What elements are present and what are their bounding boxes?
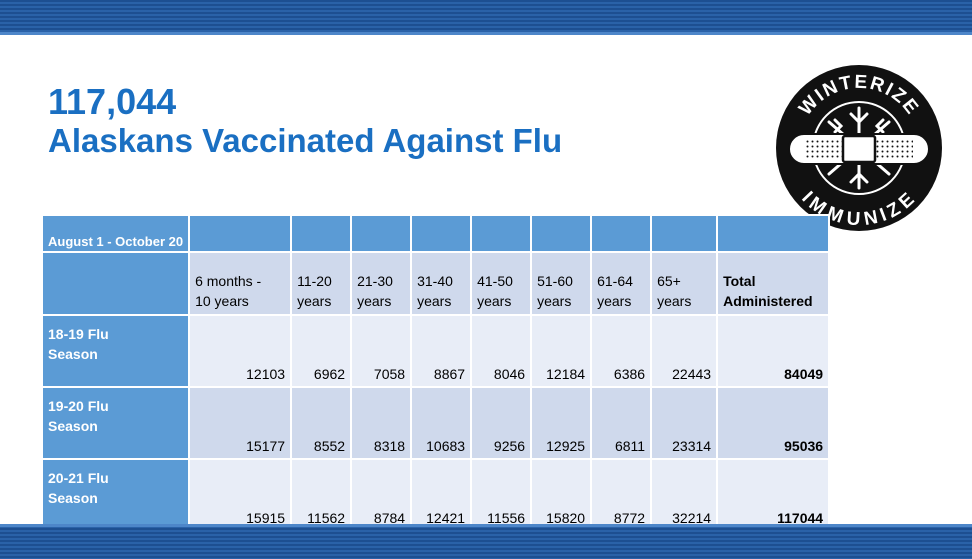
table-cell: 8867 <box>410 314 473 388</box>
table-cell: 22443 <box>650 314 719 388</box>
total-cell: 95036 <box>716 386 831 460</box>
table-row: 18-19 Flu Season 12103 6962 7058 8867 804… <box>40 314 831 388</box>
column-header: 61-64 years <box>590 251 653 316</box>
total-cell: 117044 <box>716 458 831 532</box>
column-header: 51-60 years <box>530 251 593 316</box>
table-cell: 8784 <box>350 458 413 532</box>
table-cell: 12184 <box>530 314 593 388</box>
column-header: 31-40 years <box>410 251 473 316</box>
table-cell: 11562 <box>290 458 353 532</box>
column-header: 65+ years <box>650 251 719 316</box>
title-subtitle: Alaskans Vaccinated Against Flu <box>48 122 563 159</box>
table-cell: 6811 <box>590 386 653 460</box>
table-cell: 15820 <box>530 458 593 532</box>
period-label: August 1 - October 20 <box>40 214 191 253</box>
table-cell: 8552 <box>290 386 353 460</box>
table-cell: 9256 <box>470 386 533 460</box>
table-cell: 32214 <box>650 458 719 532</box>
table-cell: 8318 <box>350 386 413 460</box>
table-cell: 15915 <box>188 458 293 532</box>
row-label: 20-21 Flu Season <box>40 458 191 532</box>
row-label: 19-20 Flu Season <box>40 386 191 460</box>
table-cell: 6962 <box>290 314 353 388</box>
page-title: 117,044 Alaskans Vaccinated Against Flu <box>48 82 562 160</box>
bandage-icon <box>788 133 930 165</box>
row-label: 18-19 Flu Season <box>40 314 191 388</box>
total-cell: 84049 <box>716 314 831 388</box>
table-cell: 7058 <box>350 314 413 388</box>
column-header: 41-50 years <box>470 251 533 316</box>
table-cell: 12103 <box>188 314 293 388</box>
table-cell: 12421 <box>410 458 473 532</box>
table-row: 20-21 Flu Season 15915 11562 8784 12421 1… <box>40 458 831 532</box>
column-header: 6 months -10 years <box>188 251 293 316</box>
table-cell: 23314 <box>650 386 719 460</box>
table-cell: 10683 <box>410 386 473 460</box>
vaccination-table: August 1 - October 20 6 months -10 years… <box>40 214 831 532</box>
top-banner <box>0 0 972 35</box>
column-header: 11-20 years <box>290 251 353 316</box>
table-cell: 8046 <box>470 314 533 388</box>
table-cell: 12925 <box>530 386 593 460</box>
table-row: 19-20 Flu Season 15177 8552 8318 10683 92… <box>40 386 831 460</box>
table-header-row: August 1 - October 20 <box>40 214 831 253</box>
winterize-immunize-logo: WINTERIZE IMMUNIZE <box>776 65 942 231</box>
column-header-row: 6 months -10 years 11-20 years 21-30 years… <box>40 251 831 316</box>
table-cell: 8772 <box>590 458 653 532</box>
vaccinated-count: 117,044 <box>48 81 177 122</box>
table-cell: 15177 <box>188 386 293 460</box>
column-header-total: Total Administered <box>716 251 831 316</box>
table-cell: 6386 <box>590 314 653 388</box>
bottom-banner <box>0 524 972 559</box>
column-header: 21-30 years <box>350 251 413 316</box>
corner-cell <box>40 251 191 316</box>
table-cell: 11556 <box>470 458 533 532</box>
